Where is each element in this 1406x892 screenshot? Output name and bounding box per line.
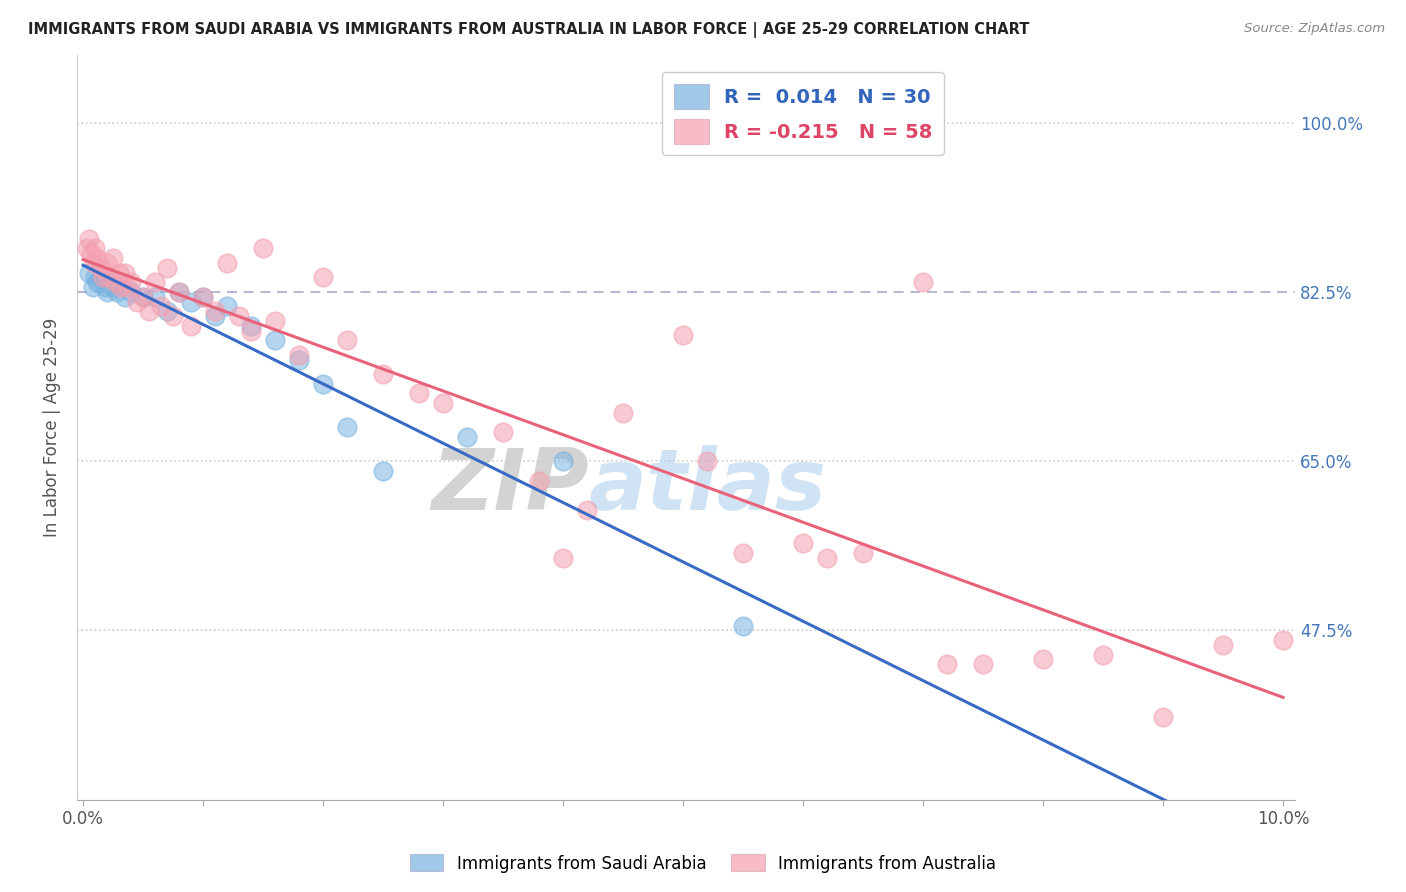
- Point: [1212, 638, 1234, 652]
- Point: [117, 280, 139, 294]
- Point: [80, 246, 103, 260]
- Point: [143, 290, 166, 304]
- Point: [912, 276, 935, 290]
- Point: [110, 280, 132, 294]
- Point: [264, 314, 287, 328]
- Point: [731, 618, 754, 632]
- Point: [551, 454, 574, 468]
- Point: [371, 367, 394, 381]
- Point: [96, 285, 118, 299]
- Point: [98, 270, 121, 285]
- Point: [217, 300, 239, 314]
- Point: [264, 334, 287, 348]
- Point: [696, 454, 718, 468]
- Point: [191, 290, 214, 304]
- Point: [1032, 652, 1054, 666]
- Point: [90, 270, 112, 285]
- Text: Source: ZipAtlas.com: Source: ZipAtlas.com: [1244, 22, 1385, 36]
- Point: [120, 285, 142, 299]
- Point: [90, 260, 112, 275]
- Point: [815, 550, 838, 565]
- Point: [217, 256, 239, 270]
- Point: [77, 232, 100, 246]
- Legend: Immigrants from Saudi Arabia, Immigrants from Australia: Immigrants from Saudi Arabia, Immigrants…: [404, 847, 1002, 880]
- Point: [132, 290, 155, 304]
- Point: [408, 386, 430, 401]
- Point: [432, 396, 454, 410]
- Point: [336, 334, 359, 348]
- Point: [76, 242, 98, 256]
- Point: [456, 430, 478, 444]
- Point: [852, 546, 875, 560]
- Point: [228, 309, 250, 323]
- Legend: R =  0.014   N = 30, R = -0.215   N = 58: R = 0.014 N = 30, R = -0.215 N = 58: [662, 72, 945, 155]
- Point: [82, 280, 104, 294]
- Point: [576, 502, 599, 516]
- Point: [336, 420, 359, 434]
- Point: [312, 376, 335, 391]
- Point: [792, 536, 814, 550]
- Point: [138, 304, 160, 318]
- Point: [288, 348, 311, 362]
- Point: [156, 260, 179, 275]
- Point: [612, 406, 634, 420]
- Point: [162, 309, 184, 323]
- Point: [731, 546, 754, 560]
- Point: [167, 285, 190, 299]
- Text: ZIP: ZIP: [432, 445, 589, 528]
- Point: [156, 304, 179, 318]
- Point: [105, 285, 128, 299]
- Point: [96, 256, 118, 270]
- Point: [108, 276, 131, 290]
- Point: [104, 276, 127, 290]
- Point: [143, 276, 166, 290]
- Point: [93, 270, 115, 285]
- Point: [204, 304, 226, 318]
- Point: [204, 309, 226, 323]
- Point: [84, 242, 107, 256]
- Point: [1272, 633, 1295, 648]
- Point: [191, 290, 214, 304]
- Point: [150, 300, 173, 314]
- Point: [127, 294, 149, 309]
- Point: [108, 266, 131, 280]
- Point: [98, 270, 121, 285]
- Point: [180, 294, 202, 309]
- Point: [93, 280, 115, 294]
- Point: [312, 270, 335, 285]
- Point: [120, 276, 142, 290]
- Point: [180, 318, 202, 333]
- Text: atlas: atlas: [589, 445, 827, 528]
- Point: [167, 285, 190, 299]
- Point: [972, 657, 994, 672]
- Point: [492, 425, 515, 439]
- Point: [132, 290, 155, 304]
- Point: [551, 550, 574, 565]
- Point: [936, 657, 959, 672]
- Point: [252, 242, 274, 256]
- Point: [1092, 648, 1115, 662]
- Point: [114, 266, 136, 280]
- Point: [101, 280, 124, 294]
- Point: [527, 474, 550, 488]
- Point: [86, 276, 108, 290]
- Point: [101, 251, 124, 265]
- Point: [84, 270, 107, 285]
- Point: [288, 352, 311, 367]
- Point: [240, 324, 263, 338]
- Point: [672, 328, 695, 343]
- Point: [240, 318, 263, 333]
- Point: [77, 266, 100, 280]
- Text: IMMIGRANTS FROM SAUDI ARABIA VS IMMIGRANTS FROM AUSTRALIA IN LABOR FORCE | AGE 2: IMMIGRANTS FROM SAUDI ARABIA VS IMMIGRAN…: [28, 22, 1029, 38]
- Point: [114, 290, 136, 304]
- Y-axis label: In Labor Force | Age 25-29: In Labor Force | Age 25-29: [44, 318, 60, 537]
- Point: [86, 251, 108, 265]
- Point: [1152, 710, 1174, 724]
- Point: [83, 256, 105, 270]
- Point: [371, 464, 394, 478]
